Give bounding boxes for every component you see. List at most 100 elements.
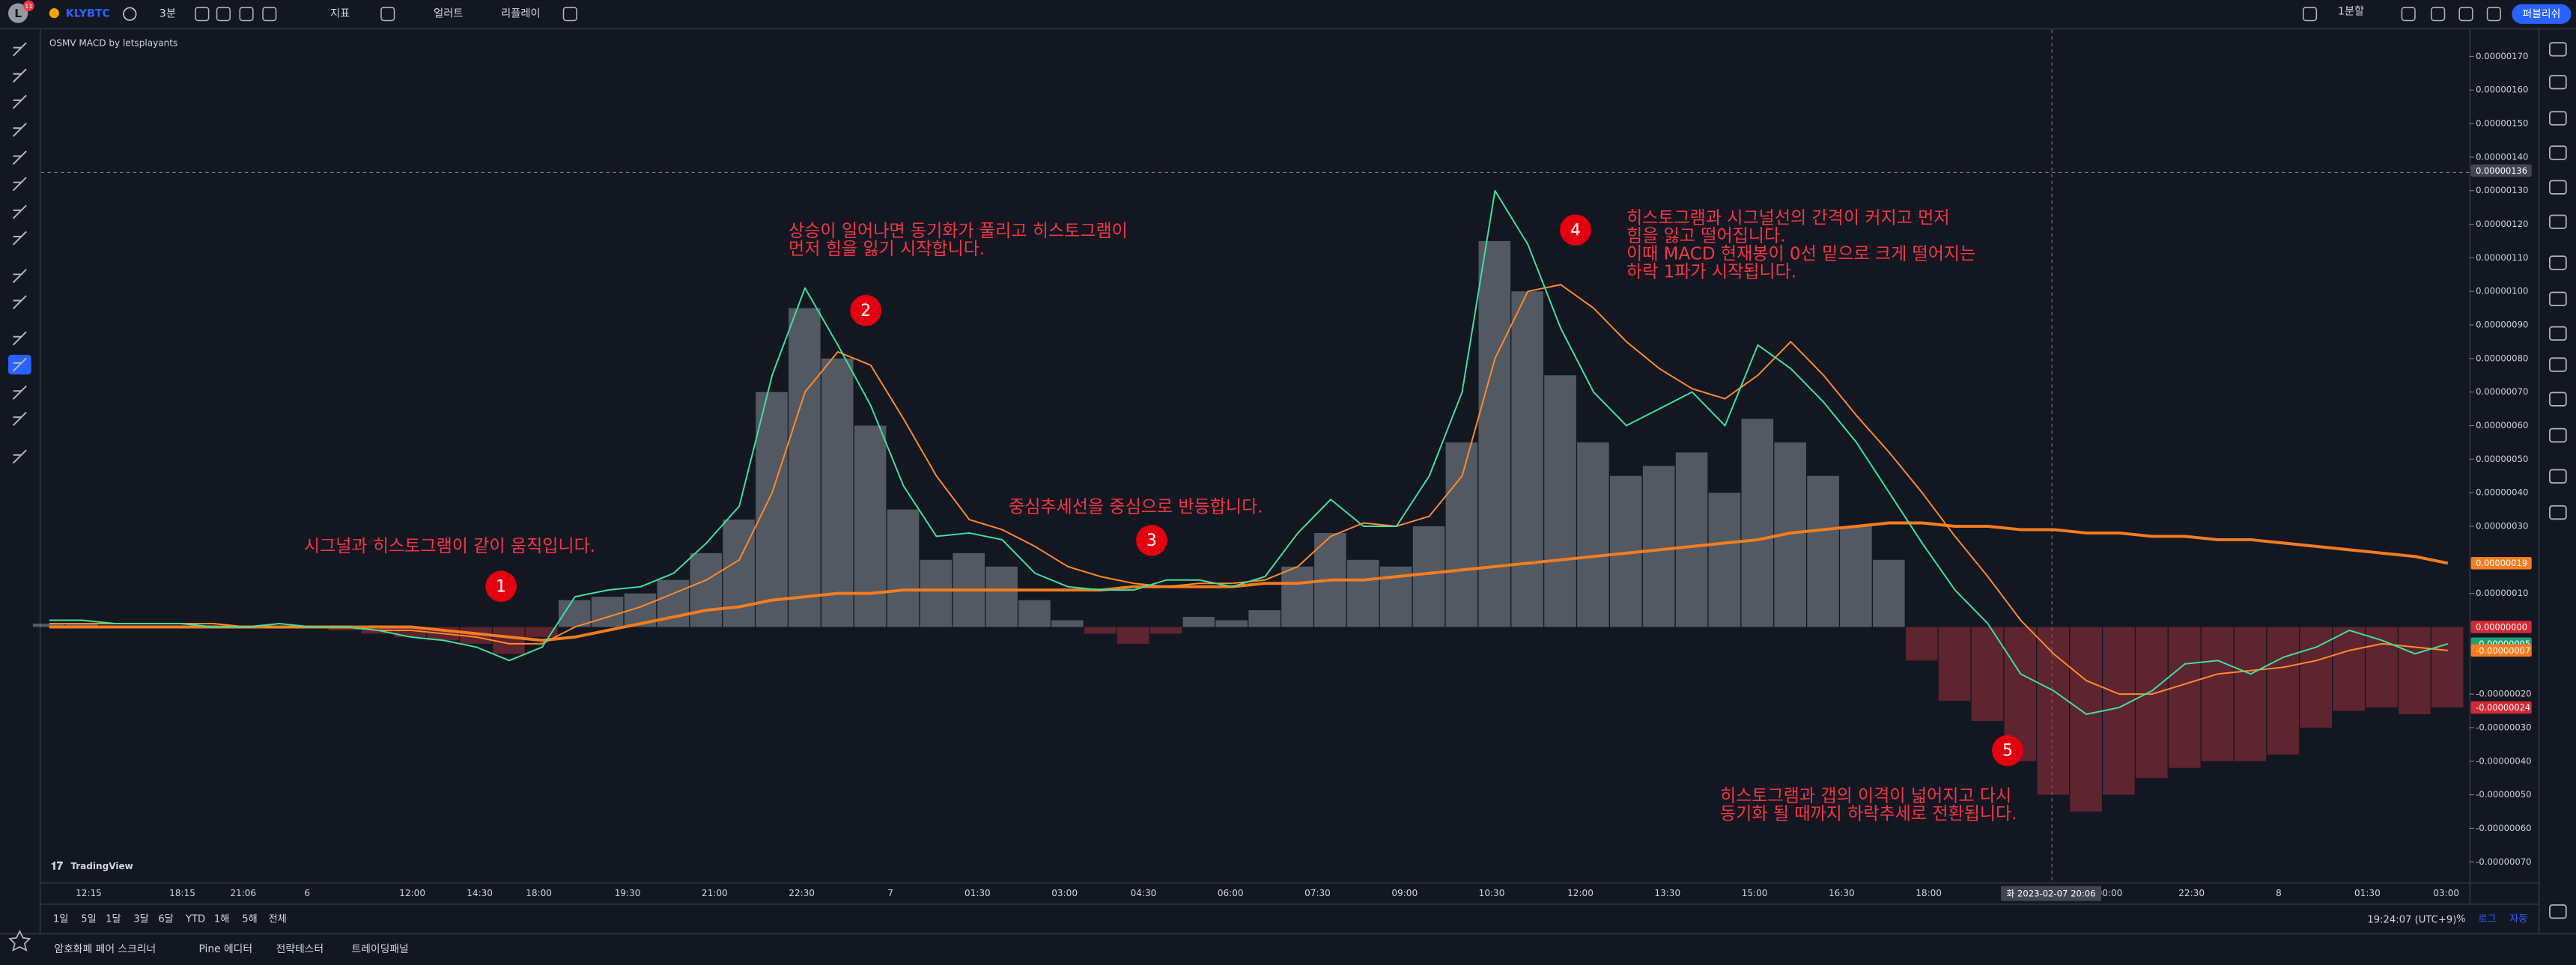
price-label-box bbox=[2470, 644, 2532, 657]
toolbar-icon[interactable] bbox=[2303, 7, 2318, 22]
indicators-button[interactable]: 지표 bbox=[330, 7, 350, 20]
tool-icon[interactable] bbox=[12, 204, 27, 219]
scale-option[interactable]: 로그 bbox=[2478, 914, 2496, 925]
tool-icon[interactable] bbox=[12, 94, 27, 109]
tool-icon[interactable] bbox=[12, 385, 27, 400]
replay-button[interactable]: 리플레이 bbox=[501, 7, 540, 20]
tool-icon[interactable] bbox=[12, 68, 27, 83]
sidebar-icon[interactable] bbox=[2549, 469, 2567, 484]
sidebar-icon[interactable] bbox=[2549, 291, 2567, 306]
avatar[interactable] bbox=[7, 3, 28, 23]
toolbar-icon[interactable] bbox=[239, 7, 254, 22]
brand-logo: 𝟏𝟕 bbox=[51, 860, 63, 872]
scale-option[interactable]: % bbox=[2456, 914, 2466, 925]
scale-option[interactable]: 자동 bbox=[2509, 913, 2527, 925]
favorites-icon[interactable] bbox=[8, 930, 31, 952]
x-tick-label: 07:30 bbox=[1304, 888, 1331, 898]
sidebar-icon[interactable] bbox=[2549, 505, 2567, 520]
price-label: -0.00000007 bbox=[2476, 645, 2530, 656]
bottom-tab[interactable]: 암호화폐 페어 스크리너 bbox=[54, 943, 156, 955]
tool-icon[interactable] bbox=[12, 42, 27, 57]
range-button[interactable]: 3달 bbox=[133, 913, 148, 925]
toolbar-icon[interactable] bbox=[2431, 7, 2446, 22]
bottom-tab[interactable]: Pine 에디터 bbox=[198, 943, 252, 955]
alert-button[interactable]: 얼러트 bbox=[434, 7, 463, 20]
tool-icon[interactable] bbox=[12, 331, 27, 346]
x-tick-label: 22:30 bbox=[2178, 888, 2205, 898]
annotation-text: 시그널과 히스토그램이 같이 움직입니다. bbox=[304, 537, 595, 556]
sidebar-icon[interactable] bbox=[2549, 75, 2567, 90]
range-button[interactable]: 1달 bbox=[106, 913, 121, 925]
y-tick-label: -0.00000050 bbox=[2476, 789, 2531, 800]
sidebar-icon[interactable] bbox=[2549, 111, 2567, 126]
x-tick-label: 01:30 bbox=[965, 888, 991, 898]
tool-icon[interactable] bbox=[12, 177, 27, 192]
tool-icon[interactable] bbox=[12, 122, 27, 137]
range-button[interactable]: 전체 bbox=[269, 913, 287, 925]
sidebar-icon[interactable] bbox=[2549, 214, 2567, 229]
x-tick-label: 18:15 bbox=[169, 888, 195, 898]
sidebar-icon[interactable] bbox=[2549, 145, 2567, 160]
toolbar-icon[interactable] bbox=[195, 7, 210, 22]
toolbar-icon[interactable] bbox=[380, 7, 395, 22]
tool-icon[interactable] bbox=[12, 357, 27, 372]
x-tick-label: 18:00 bbox=[1916, 888, 1942, 898]
tool-icon[interactable] bbox=[12, 449, 27, 464]
tool-icon[interactable] bbox=[12, 150, 27, 165]
y-tick-label: -0.00000030 bbox=[2476, 722, 2531, 732]
histogram-bar bbox=[591, 597, 624, 627]
x-tick-label: 06:00 bbox=[1218, 888, 1244, 898]
interval[interactable]: 3분 bbox=[160, 8, 176, 20]
indicator-title: OSMV MACD by letsplayants bbox=[49, 38, 177, 49]
sidebar-icon[interactable] bbox=[2549, 42, 2567, 57]
range-button[interactable]: 1일 bbox=[53, 913, 68, 925]
histogram-bar bbox=[394, 627, 427, 637]
histogram-bar bbox=[65, 623, 98, 627]
histogram-bar bbox=[2300, 627, 2332, 728]
avatar-letter: L bbox=[14, 7, 22, 20]
sidebar-icon[interactable] bbox=[2549, 357, 2567, 372]
y-tick-label: 0.00000160 bbox=[2476, 85, 2528, 95]
add-symbol[interactable] bbox=[123, 7, 137, 21]
y-tick-label: -0.00000040 bbox=[2476, 755, 2531, 766]
tool-icon[interactable] bbox=[12, 231, 27, 246]
toolbar-icon[interactable] bbox=[562, 7, 577, 22]
toolbar-icon[interactable] bbox=[216, 7, 231, 22]
toolbar-icon[interactable] bbox=[262, 7, 277, 22]
bottom-tab[interactable]: 트레이딩패널 bbox=[351, 943, 408, 955]
annotation-marker bbox=[1136, 524, 1167, 556]
sidebar-icon[interactable] bbox=[2549, 904, 2567, 919]
y-tick-label: -0.00000070 bbox=[2476, 856, 2531, 867]
range-button[interactable]: 6달 bbox=[158, 913, 173, 925]
histogram-bar bbox=[1149, 627, 1182, 634]
publish-button[interactable] bbox=[2512, 4, 2572, 24]
tool-icon[interactable] bbox=[12, 295, 27, 310]
range-button[interactable]: 1해 bbox=[214, 913, 229, 925]
bottom-tab[interactable]: 전략테스터 bbox=[276, 943, 324, 955]
y-tick-label: -0.00000020 bbox=[2476, 689, 2531, 699]
tool-icon[interactable] bbox=[12, 269, 27, 284]
range-button[interactable]: YTD bbox=[185, 914, 205, 925]
range-button[interactable]: 5해 bbox=[242, 913, 257, 925]
histogram-bar bbox=[2201, 627, 2234, 761]
layout-button[interactable]: 1분할 bbox=[2338, 4, 2364, 17]
symbol[interactable]: KLYBTC bbox=[66, 8, 110, 20]
histogram-bar bbox=[1544, 375, 1576, 627]
range-button[interactable]: 5일 bbox=[81, 913, 96, 925]
plot bbox=[32, 189, 2464, 812]
toolbar-icon[interactable] bbox=[2401, 7, 2416, 22]
toolbar-icon[interactable] bbox=[2486, 7, 2501, 22]
sidebar-icon[interactable] bbox=[2549, 392, 2567, 407]
toolbar-icon[interactable] bbox=[2458, 7, 2473, 22]
histogram-bar bbox=[1412, 526, 1445, 627]
sidebar-icon[interactable] bbox=[2549, 255, 2567, 270]
sidebar-icon[interactable] bbox=[2549, 427, 2567, 443]
annotation-marker bbox=[1560, 214, 1591, 246]
annotation-text: 중심추세선을 중심으로 반등합니다. bbox=[1009, 497, 1263, 517]
y-tick-label: 0.00000120 bbox=[2476, 219, 2528, 229]
sidebar-icon[interactable] bbox=[2549, 326, 2567, 341]
histogram-bar bbox=[1577, 442, 1609, 627]
sidebar-icon[interactable] bbox=[2549, 180, 2567, 195]
tool-icon[interactable] bbox=[12, 412, 27, 426]
